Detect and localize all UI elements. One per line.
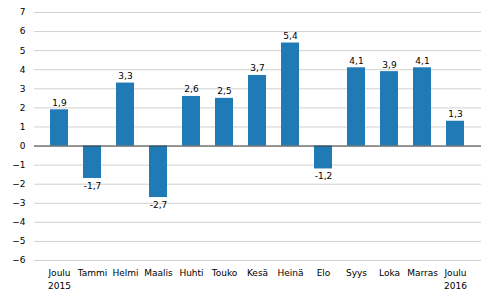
- svg-text:2016: 2016: [444, 281, 467, 291]
- svg-text:Tammi: Tammi: [77, 268, 108, 278]
- svg-text:0: 0: [20, 141, 26, 151]
- svg-text:3: 3: [20, 84, 26, 94]
- svg-text:3,7: 3,7: [250, 63, 264, 73]
- svg-text:2: 2: [20, 103, 26, 113]
- svg-text:Maalis: Maalis: [144, 268, 173, 278]
- svg-text:5,4: 5,4: [283, 31, 298, 41]
- svg-text:-1,7: -1,7: [84, 181, 102, 191]
- svg-text:Joulu: Joulu: [47, 268, 70, 278]
- svg-text:Heinä: Heinä: [277, 268, 303, 278]
- svg-text:2015: 2015: [48, 281, 71, 291]
- svg-text:3,9: 3,9: [382, 60, 397, 70]
- svg-text:Touko: Touko: [211, 268, 238, 278]
- svg-text:1: 1: [20, 122, 26, 132]
- svg-text:−3: −3: [12, 198, 25, 208]
- svg-text:Kesä: Kesä: [247, 268, 268, 278]
- svg-text:Loka: Loka: [379, 268, 400, 278]
- svg-text:−1: −1: [12, 160, 25, 170]
- svg-text:6: 6: [20, 26, 26, 36]
- svg-text:3,3: 3,3: [118, 71, 132, 81]
- svg-text:1,9: 1,9: [52, 98, 67, 108]
- svg-text:4: 4: [20, 65, 26, 75]
- svg-text:1,3: 1,3: [448, 109, 462, 119]
- svg-text:7: 7: [20, 7, 26, 17]
- svg-text:Huhti: Huhti: [179, 268, 203, 278]
- svg-text:−4: −4: [12, 217, 26, 227]
- svg-text:Elo: Elo: [317, 268, 331, 278]
- svg-text:−6: −6: [12, 255, 26, 265]
- svg-text:Helmi: Helmi: [112, 268, 138, 278]
- svg-text:Joulu: Joulu: [443, 268, 466, 278]
- svg-text:Syys: Syys: [346, 268, 367, 278]
- svg-text:4,1: 4,1: [349, 56, 363, 66]
- svg-text:Marras: Marras: [407, 268, 438, 278]
- svg-text:−2: −2: [12, 179, 25, 189]
- svg-text:4,1: 4,1: [415, 56, 429, 66]
- svg-text:2,6: 2,6: [184, 84, 199, 94]
- svg-text:−5: −5: [12, 236, 25, 246]
- svg-text:5: 5: [20, 46, 26, 56]
- svg-text:-2,7: -2,7: [150, 200, 168, 210]
- svg-text:-1,2: -1,2: [315, 171, 333, 181]
- svg-text:2,5: 2,5: [217, 86, 231, 96]
